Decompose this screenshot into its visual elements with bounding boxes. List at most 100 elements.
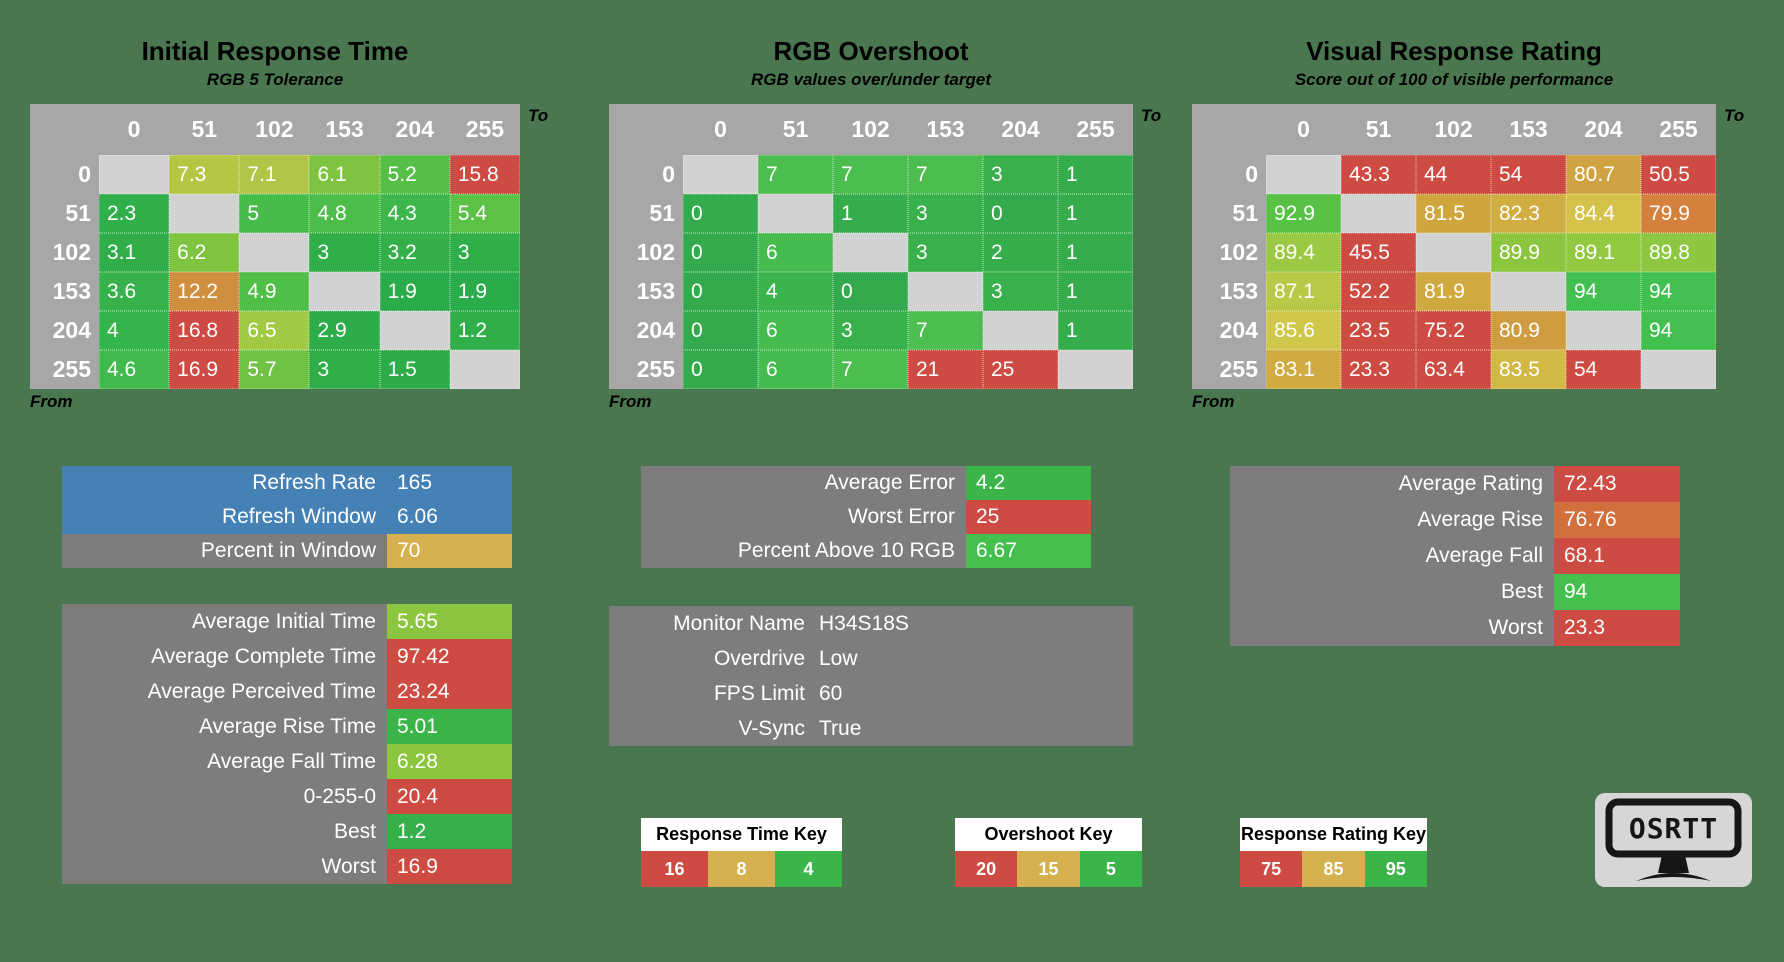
heatmap-cell: 7 bbox=[908, 155, 983, 194]
stat-label: Refresh Rate bbox=[252, 471, 376, 494]
heatmap-cell: 4.3 bbox=[379, 194, 450, 233]
heatmap-cell: 23.3 bbox=[1341, 350, 1416, 389]
heatmap-cell: 85.6 bbox=[1266, 311, 1341, 350]
stat-value: 16.9 bbox=[387, 849, 512, 884]
heatmap-row-header: 255 bbox=[30, 350, 99, 389]
stat-value: 68.1 bbox=[1554, 538, 1680, 574]
heatmap-row-header: 0 bbox=[609, 155, 683, 194]
stat-label: Average Fall Time bbox=[62, 744, 387, 779]
heatmap-col-header: 255 bbox=[1058, 104, 1133, 155]
key-threshold-cell: 4 bbox=[775, 851, 842, 887]
heatmap-cell: 4.8 bbox=[309, 194, 380, 233]
heatmap-cell: 7 bbox=[833, 350, 908, 389]
key-threshold-cell: 75 bbox=[1240, 851, 1303, 887]
heatmap-cell: 0 bbox=[683, 194, 758, 233]
heatmap-title-visual-response-rating: Visual Response Rating bbox=[1306, 36, 1602, 66]
heatmap-cell: 94 bbox=[1566, 272, 1641, 311]
stat-row: Average Rise Time 5.01 bbox=[62, 709, 512, 744]
key-threshold-cell: 5 bbox=[1079, 851, 1142, 887]
response-time-key: Response Time Key 16 8 4 bbox=[641, 818, 842, 887]
stat-value: 6.28 bbox=[387, 744, 512, 779]
heatmap-grid-rgb-overshoot: 0 51 102 153 204 255 0 7 7 7 3 1 51 0 1 3 0 1 102 0 6 3 2 1 153 0… bbox=[609, 104, 1133, 389]
stat-label: Average Rise Time bbox=[62, 709, 387, 744]
key-cells: 75 85 95 bbox=[1240, 851, 1427, 887]
key-threshold-cell: 95 bbox=[1364, 851, 1427, 887]
stat-label: Monitor Name bbox=[673, 612, 805, 635]
heatmap-row-header: 0 bbox=[30, 155, 99, 194]
heatmap-diagonal-cell bbox=[1341, 194, 1416, 233]
heatmap-cell: 5.4 bbox=[449, 194, 520, 233]
heatmap-col-header: 0 bbox=[1266, 104, 1341, 155]
stat-row: Percent in Window 70 bbox=[62, 534, 512, 568]
heatmap-row-header: 0 bbox=[1192, 155, 1266, 194]
stat-row: Refresh Rate 165 bbox=[62, 466, 512, 500]
heatmap-cell: 44 bbox=[1416, 155, 1491, 194]
heatmap-cell: 81.9 bbox=[1416, 272, 1491, 311]
stat-row: Average Fall 68.1 bbox=[1230, 538, 1680, 574]
heatmap-cell: 7.1 bbox=[239, 155, 310, 194]
heatmap-col-header: 51 bbox=[1341, 104, 1416, 155]
to-axis-label: To bbox=[1724, 106, 1745, 125]
heatmap-cell: 3 bbox=[449, 233, 520, 272]
heatmap-cell: 54 bbox=[1491, 155, 1566, 194]
stat-label: Percent Above 10 RGB bbox=[641, 534, 966, 568]
heatmap-diagonal-cell bbox=[833, 233, 908, 272]
overshoot-key: Overshoot Key 20 15 5 bbox=[955, 818, 1142, 887]
key-threshold-cell: 15 bbox=[1017, 851, 1080, 887]
heatmap-cell: 82.3 bbox=[1491, 194, 1566, 233]
stat-label: Average Rating bbox=[1230, 466, 1554, 502]
stat-label: Best bbox=[62, 814, 387, 849]
stat-value: 20.4 bbox=[387, 779, 512, 814]
heatmap-cell: 4 bbox=[99, 311, 170, 350]
heatmap-row-header: 204 bbox=[609, 311, 683, 350]
stat-row: Worst 23.3 bbox=[1230, 610, 1680, 646]
heatmap-col-header: 0 bbox=[683, 104, 758, 155]
stat-row: Best 1.2 bbox=[62, 814, 512, 849]
key-cells: 16 8 4 bbox=[641, 851, 842, 887]
heatmap-cell: 16.8 bbox=[169, 311, 240, 350]
heatmap-cell: 94 bbox=[1641, 272, 1716, 311]
heatmap-subtitle-rgb-overshoot: RGB values over/under target bbox=[751, 70, 991, 89]
stat-label: FPS Limit bbox=[713, 682, 805, 705]
heatmap-row-header: 153 bbox=[1192, 272, 1266, 311]
heatmap-cell: 0 bbox=[683, 233, 758, 272]
stat-row: Average Complete Time 97.42 bbox=[62, 639, 512, 674]
stat-row: Average Error 4.2 bbox=[641, 466, 1091, 500]
heatmap-cell: 80.9 bbox=[1491, 311, 1566, 350]
heatmap-diagonal-cell bbox=[1266, 155, 1341, 194]
heatmap-cell: 80.7 bbox=[1566, 155, 1641, 194]
heatmap-cell: 6.2 bbox=[169, 233, 240, 272]
heatmap-cell: 3.2 bbox=[379, 233, 450, 272]
heatmap-cell: 0 bbox=[833, 272, 908, 311]
overshoot-error-stats-block: Average Error 4.2 Worst Error 25 Percent Abo… bbox=[641, 466, 1091, 568]
heatmap-diagonal-cell bbox=[983, 311, 1058, 350]
heatmap-diagonal-cell bbox=[908, 272, 983, 311]
heatmap-cell: 89.8 bbox=[1641, 233, 1716, 272]
stat-value: 70 bbox=[387, 534, 512, 568]
heatmap-cell: 1 bbox=[1058, 194, 1133, 233]
heatmap-col-header: 255 bbox=[1641, 104, 1716, 155]
heatmap-cell: 89.9 bbox=[1491, 233, 1566, 272]
heatmap-cell: 7 bbox=[758, 155, 833, 194]
from-axis-label: From bbox=[1192, 392, 1235, 411]
heatmap-cell: 52.2 bbox=[1341, 272, 1416, 311]
stat-label: Average Initial Time bbox=[62, 604, 387, 639]
stat-row: 0-255-0 20.4 bbox=[62, 779, 512, 814]
from-axis-label: From bbox=[609, 392, 652, 411]
stat-row: Overdrive Low bbox=[609, 641, 1133, 676]
stat-value: 97.42 bbox=[387, 639, 512, 674]
stat-label: 0-255-0 bbox=[62, 779, 387, 814]
heatmap-grid-visual-response-rating: 0 51 102 153 204 255 0 43.3 44 54 80.7 50.5 51 92.9 81… bbox=[1192, 104, 1716, 389]
stat-value: 94 bbox=[1554, 574, 1680, 610]
heatmap-cell: 79.9 bbox=[1641, 194, 1716, 233]
heatmap-diagonal-cell bbox=[449, 350, 520, 389]
heatmap-cell: 83.1 bbox=[1266, 350, 1341, 389]
stat-label: Worst bbox=[62, 849, 387, 884]
heatmap-diagonal-cell bbox=[1491, 272, 1566, 311]
from-axis-label: From bbox=[30, 392, 73, 411]
heatmap-cell: 1.9 bbox=[379, 272, 450, 311]
heatmap-corner bbox=[609, 104, 683, 155]
heatmap-cell: 2.9 bbox=[309, 311, 380, 350]
stat-value: Low bbox=[819, 647, 858, 670]
heatmap-cell: 1 bbox=[833, 194, 908, 233]
